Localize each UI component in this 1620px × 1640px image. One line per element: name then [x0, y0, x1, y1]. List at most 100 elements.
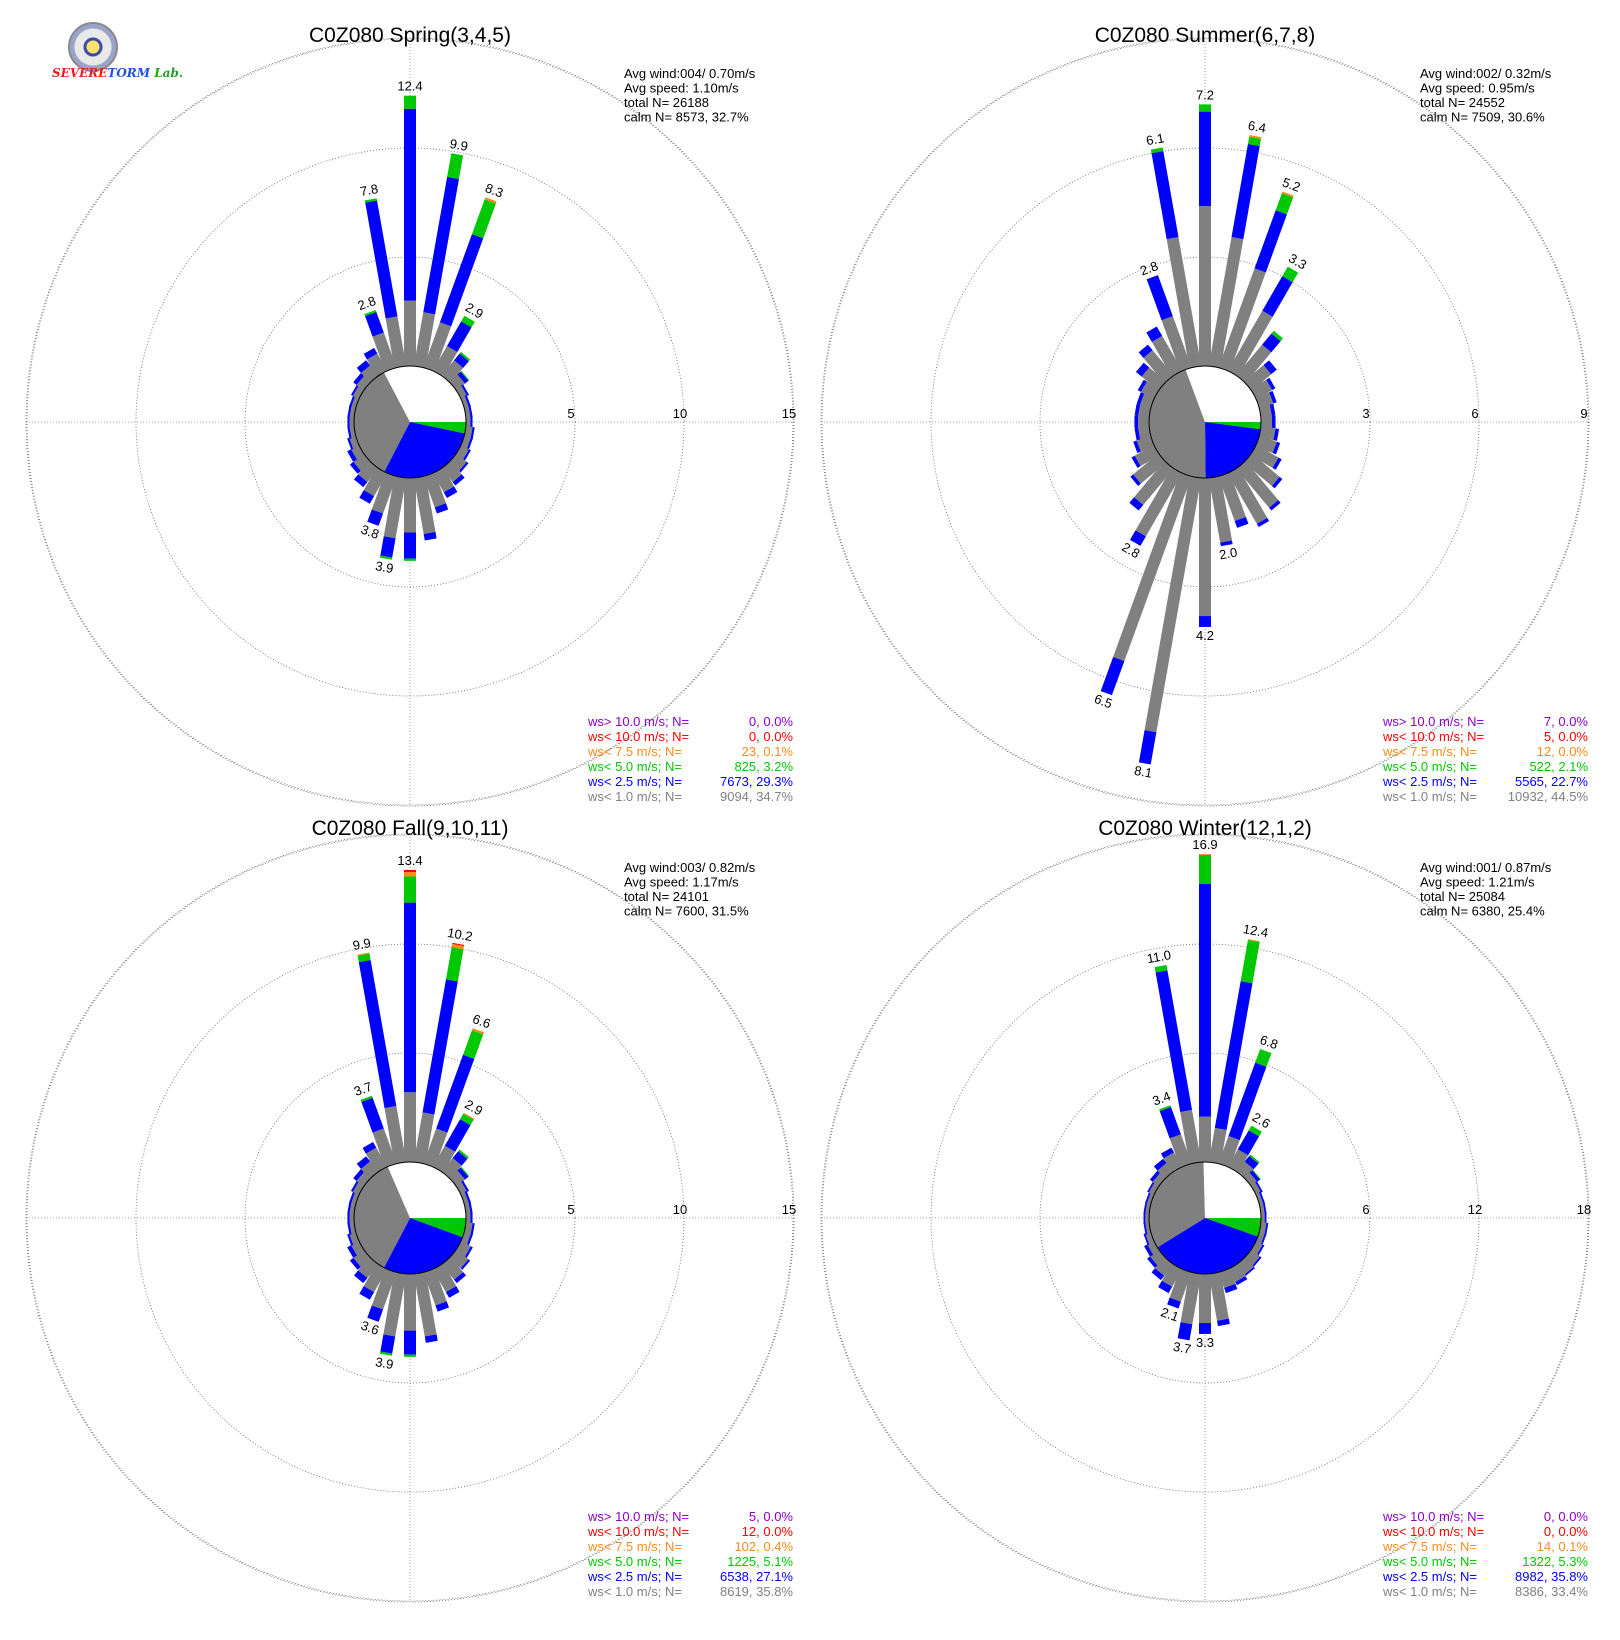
bar-segment-20-lt2_5 — [1254, 210, 1287, 273]
bar-segment-30-lt2_5 — [1262, 276, 1293, 317]
bar-segment-290-lt1 — [351, 1191, 360, 1205]
bar-segment-40-lt5 — [459, 351, 471, 362]
bar-segment-10-lt1 — [413, 312, 436, 368]
bar-segment-130-lt2_5 — [459, 461, 469, 473]
legend-label: ws< 5.0 m/s; N= — [1382, 759, 1477, 774]
bar-segment-60-lt2_5 — [461, 384, 470, 396]
bar-segment-30-lt1 — [1227, 1149, 1249, 1173]
bar-segment-250-lt1 — [1145, 1231, 1155, 1245]
bar-segment-60-lt1 — [455, 385, 468, 400]
bar-label: 6.1 — [1145, 130, 1165, 148]
bar-segment-350-lt2_5 — [358, 960, 397, 1109]
bar-segment-330-lt1 — [1151, 335, 1183, 377]
bar-segment-250-lt2_5 — [1143, 1233, 1150, 1246]
bar-segment-130-lt2_5 — [460, 1259, 471, 1270]
bar-segment-330-lt2_5 — [1160, 1147, 1175, 1159]
bar-segment-70-lt2_5 — [464, 1190, 471, 1203]
legend-value: 7, 0.0% — [1544, 714, 1589, 729]
stats-line: calm N= 7509, 30.6% — [1420, 110, 1545, 125]
bar-segment-20-lt1 — [1218, 268, 1266, 372]
ring-9 — [821, 38, 1589, 806]
bar-segment-120-lt2_5 — [1256, 1244, 1265, 1256]
lab-seal-icon — [68, 22, 118, 72]
bar-segment-70-lt1 — [1255, 1191, 1264, 1205]
bar-segment-200-lt2_5 — [367, 509, 384, 526]
bar-segment-150-lt2_5 — [443, 486, 458, 499]
bar-segment-350-lt1 — [1180, 1109, 1202, 1164]
ring-label: 9 — [1580, 406, 1587, 421]
bar-segment-180-lt5 — [404, 1354, 416, 1357]
bar-segment-330-lt2_5 — [363, 347, 378, 360]
bar-segment-190-lt1 — [383, 1272, 407, 1337]
bar-segment-260-lt2_5 — [347, 1222, 352, 1235]
pie-slice-lt2_5 — [1205, 422, 1261, 478]
bar-segment-290-lt1 — [1146, 1191, 1155, 1205]
bar-segment-10-lt5 — [1240, 939, 1260, 984]
bar-segment-180-lt1 — [1199, 478, 1211, 617]
bar-segment-20-lt7_5 — [484, 197, 497, 204]
bar-segment-320-lt2_5 — [1153, 1158, 1167, 1171]
bar-segment-190-lt1 — [383, 476, 407, 539]
bar-segment-10-lt7_5 — [1247, 939, 1260, 943]
bar-segment-220-lt1 — [1155, 1257, 1174, 1276]
bar-segment-350-lt2_5 — [1151, 151, 1179, 240]
bar-segment-130-lt1 — [449, 1249, 469, 1269]
bar-segment-20-lt2_5 — [439, 234, 484, 327]
bar-segment-340-lt2_5 — [1146, 275, 1173, 321]
bar-segment-0-lt5 — [1199, 104, 1211, 112]
bar-segment-40-lt1 — [441, 1157, 462, 1179]
bar-segment-300-lt2_5 — [350, 384, 359, 396]
bar-segment-40-lt2_5 — [452, 1151, 468, 1166]
ring-label: 18 — [1577, 1202, 1591, 1217]
bar-segment-200-lt1 — [1169, 1268, 1192, 1302]
bar-segment-100-lt2_5 — [470, 1222, 475, 1236]
bar-segment-30-lt2_5 — [444, 1119, 471, 1152]
outer-circle — [820, 37, 1590, 807]
bar-segment-60-lt1 — [1250, 1182, 1262, 1196]
bar-segment-250-lt2_5 — [347, 437, 354, 450]
bar-segment-120-lt2_5 — [464, 1246, 473, 1258]
bar-segment-350-lt5 — [1150, 147, 1164, 154]
bar-segment-100-lt2_5 — [470, 426, 475, 440]
bar-segment-220-lt2_5 — [1129, 497, 1144, 511]
bar-segment-10-lt5 — [1247, 136, 1262, 147]
chart-title: C0Z080 Summer(6,7,8) — [1095, 24, 1316, 47]
bar-segment-140-lt1 — [1236, 461, 1279, 508]
pie-slice-lt5 — [1205, 422, 1261, 430]
pie-slice-lt2_5 — [1157, 1218, 1258, 1274]
bar-segment-330-lt1 — [365, 1147, 388, 1173]
bar-segment-40-lt2_5 — [1244, 1155, 1259, 1170]
outer-circle — [25, 37, 795, 807]
bar-segment-310-lt2_5 — [1149, 1170, 1161, 1182]
bar-segment-70-lt2_5 — [464, 394, 471, 407]
stats-line: calm N= 7600, 31.5% — [624, 904, 749, 919]
bar-segment-80-lt2_5 — [1262, 1201, 1267, 1214]
bar-segment-140-lt2_5 — [454, 1272, 467, 1284]
pie-outline — [1148, 365, 1262, 479]
bar-segment-130-lt1 — [1244, 453, 1280, 486]
bar-segment-230-lt2_5 — [349, 461, 361, 474]
bar-segment-250-lt1 — [349, 435, 360, 450]
bar-segment-210-lt1 — [1161, 1263, 1183, 1287]
bar-segment-110-lt1 — [460, 435, 471, 450]
stats-line: total N= 24552 — [1420, 95, 1505, 110]
bar-segment-40-lt1 — [1236, 344, 1272, 383]
bar-segment-0-lt1 — [404, 300, 416, 366]
bar-segment-10-lt1 — [1208, 236, 1244, 368]
bar-segment-190-lt5 — [379, 1351, 393, 1356]
pie-slice-calm — [1203, 1162, 1261, 1218]
pie-slice-lt2_5 — [384, 1218, 463, 1274]
bar-segment-10-lt10 — [452, 942, 465, 946]
pie-outline — [1148, 1161, 1262, 1275]
bar-label: 6.5 — [1092, 691, 1114, 711]
ring-label: 6 — [1471, 406, 1478, 421]
ring-label: 3 — [1362, 406, 1369, 421]
legend-value: 8619, 35.8% — [720, 1584, 793, 1599]
legend-value: 12, 0.0% — [742, 1524, 794, 1539]
bar-segment-340-lt5 — [364, 309, 377, 317]
bar-segment-60-lt2_5 — [1266, 377, 1276, 391]
bar-label: 16.9 — [1192, 837, 1217, 852]
bar-segment-70-lt1 — [460, 1191, 469, 1205]
bar-segment-170-lt2_5 — [1217, 1318, 1230, 1327]
bar-segment-350-lt1 — [384, 1105, 407, 1164]
